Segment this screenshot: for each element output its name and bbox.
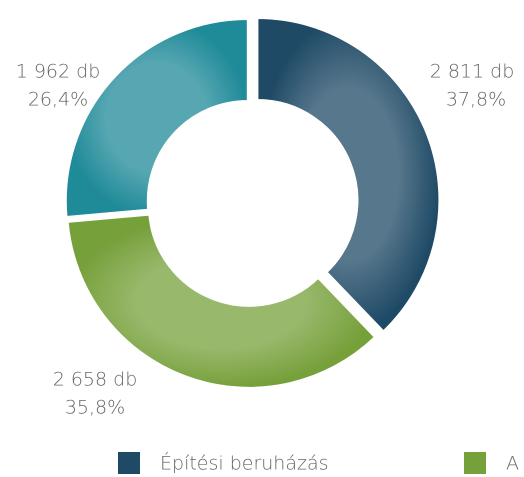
percent-label: 37,8%	[446, 89, 506, 111]
slice-shade	[65, 18, 248, 217]
value-label: 2 658 db	[53, 369, 138, 391]
legend-label: A	[506, 453, 519, 475]
value-label: 2 811 db	[430, 61, 515, 83]
legend-swatch	[118, 452, 140, 474]
value-label: 1 962 db	[16, 61, 101, 83]
slice-shade	[257, 18, 440, 332]
percent-label: 35,8%	[65, 397, 125, 419]
percent-label: 26,4%	[28, 89, 88, 111]
legend-label: Építési beruházás	[160, 452, 329, 475]
legend-swatch	[464, 452, 486, 474]
slice-shade	[67, 214, 375, 388]
